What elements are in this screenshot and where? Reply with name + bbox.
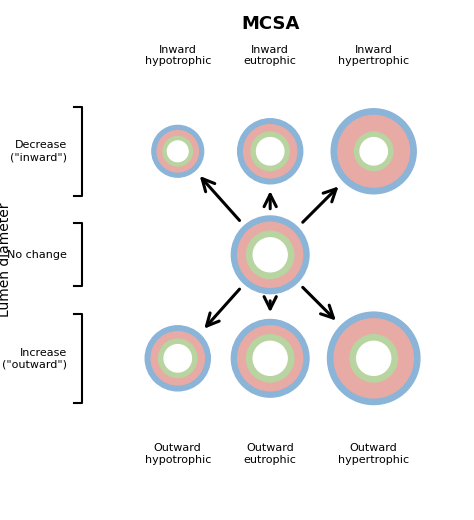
Circle shape [355,132,393,171]
Text: Lumen diameter: Lumen diameter [0,203,12,317]
Circle shape [256,138,284,165]
Circle shape [328,312,420,405]
Circle shape [244,125,297,178]
Circle shape [237,222,303,288]
Circle shape [338,115,410,187]
Circle shape [237,326,303,391]
Circle shape [246,335,294,382]
Text: Outward
hypotrophic: Outward hypotrophic [145,444,211,465]
Circle shape [158,339,197,378]
Text: No change: No change [7,250,67,260]
Circle shape [163,136,192,166]
Text: Outward
eutrophic: Outward eutrophic [244,444,297,465]
Text: MCSA: MCSA [241,15,300,33]
Circle shape [157,131,199,172]
Circle shape [151,332,204,385]
Text: Outward
hypertrophic: Outward hypertrophic [338,444,409,465]
Circle shape [167,141,188,162]
Circle shape [350,335,397,382]
Text: Inward
hypertrophic: Inward hypertrophic [338,45,409,66]
Circle shape [231,319,309,397]
Circle shape [253,238,287,272]
Circle shape [334,319,413,398]
Text: Inward
eutrophic: Inward eutrophic [244,45,297,66]
Circle shape [164,345,191,372]
Circle shape [246,231,294,279]
Circle shape [237,119,303,184]
Text: Decrease
("inward"): Decrease ("inward") [10,140,67,162]
Circle shape [360,138,387,165]
Text: Increase
("outward"): Increase ("outward") [2,347,67,369]
Circle shape [251,132,290,171]
Circle shape [231,216,309,294]
Circle shape [152,125,204,177]
Circle shape [145,326,210,391]
Text: Inward
hypotrophic: Inward hypotrophic [145,45,211,66]
Circle shape [253,341,287,375]
Circle shape [331,109,416,194]
Circle shape [357,341,391,375]
